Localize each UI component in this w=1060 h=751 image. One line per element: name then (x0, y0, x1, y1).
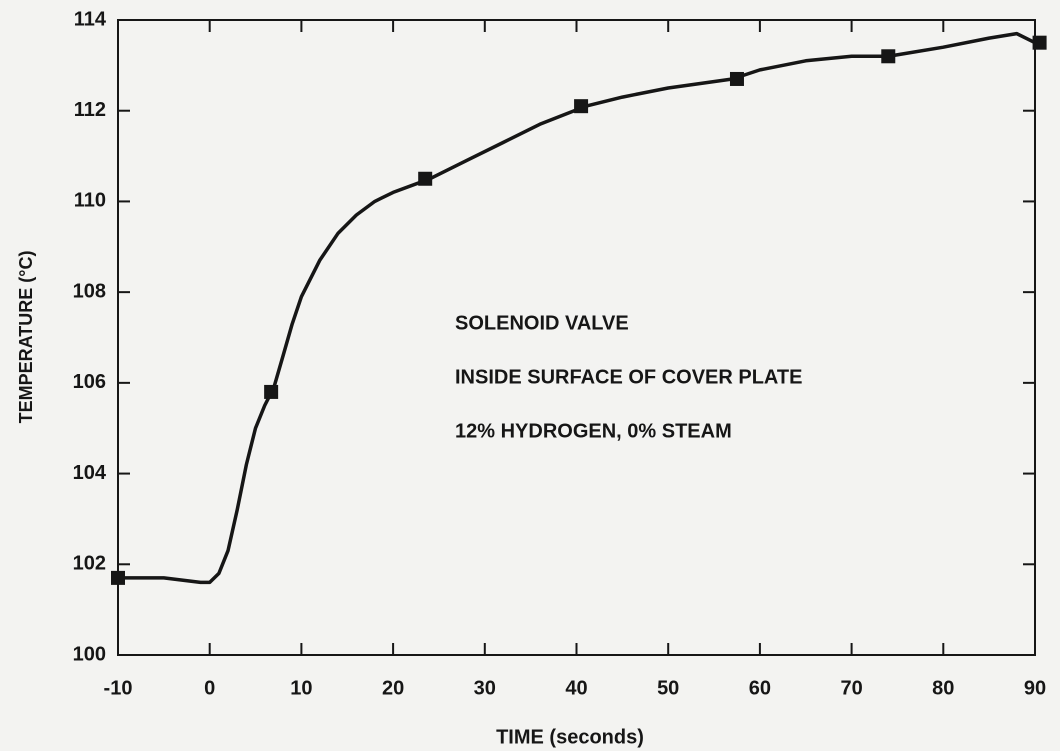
annotation: SOLENOID VALVE (455, 312, 629, 334)
data-marker (264, 384, 279, 399)
data-marker (729, 71, 744, 86)
x-tick-label: 20 (382, 677, 404, 699)
y-tick-label: 108 (73, 280, 106, 302)
x-tick-label: 70 (840, 677, 862, 699)
y-tick-label: 104 (73, 462, 107, 484)
x-tick-label: 40 (565, 677, 587, 699)
y-tick-label: 110 (74, 190, 106, 212)
x-tick-label: 10 (290, 677, 312, 699)
y-tick-label: 100 (73, 643, 106, 665)
x-tick-label: 90 (1024, 677, 1046, 699)
data-marker (1032, 35, 1047, 50)
y-tick-label: 102 (73, 553, 106, 575)
annotation: INSIDE SURFACE OF COVER PLATE (455, 366, 802, 388)
x-axis-label: TIME (seconds) (496, 726, 644, 748)
y-tick-label: 114 (74, 8, 107, 30)
data-marker (111, 570, 125, 585)
data-line (118, 31, 1036, 585)
x-tick-label: 60 (749, 677, 771, 699)
data-marker (418, 171, 433, 186)
data-marker (881, 49, 896, 64)
annotation: 12% HYDROGEN, 0% STEAM (455, 420, 732, 442)
data-marker (574, 99, 589, 114)
y-axis-label: TEMPERATURE (°C) (16, 251, 36, 424)
x-tick-label: 0 (204, 677, 215, 699)
x-tick-label: 80 (932, 677, 954, 699)
x-tick-label: 50 (657, 677, 679, 699)
y-tick-label: 112 (74, 99, 106, 121)
y-tick-label: 106 (73, 371, 106, 393)
x-tick-label: 30 (474, 677, 496, 699)
x-tick-label: -10 (104, 677, 133, 699)
plot-frame (117, 19, 1036, 656)
